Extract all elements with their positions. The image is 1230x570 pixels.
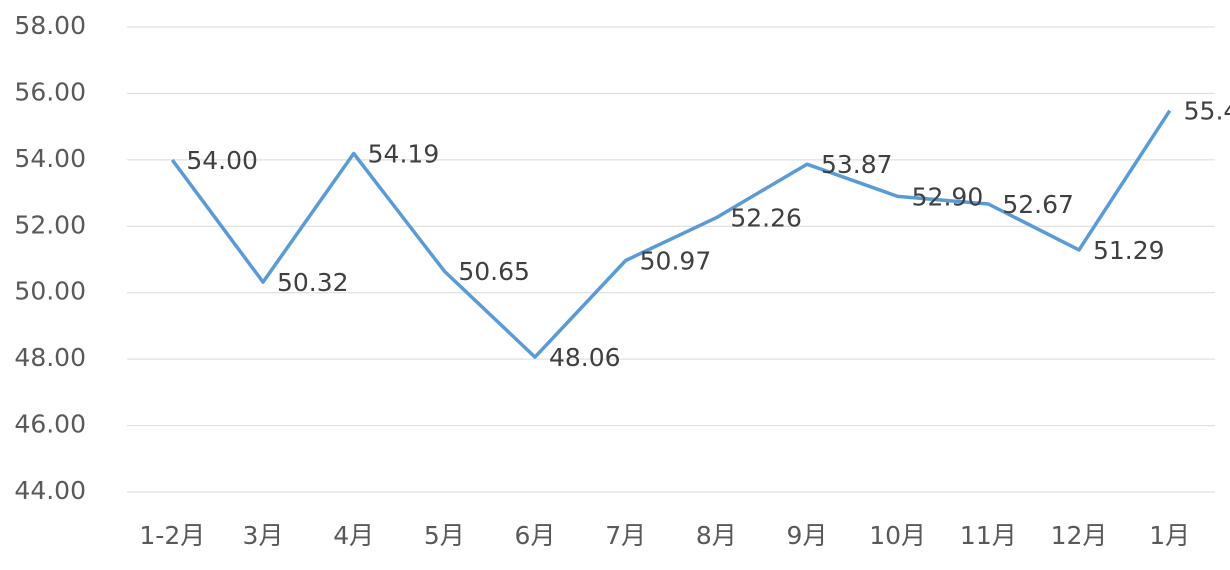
x-tick-label: 11月 [960, 521, 1017, 550]
data-label: 50.32 [277, 268, 349, 297]
data-label: 48.06 [549, 343, 621, 372]
data-label: 50.97 [640, 246, 712, 275]
line [170, 109, 1172, 359]
x-tick-label: 6月 [515, 521, 556, 550]
x-tick-label: 10月 [869, 521, 926, 550]
x-tick-label: 12月 [1051, 521, 1108, 550]
x-tick-label: 8月 [696, 521, 737, 550]
data-label: 50.65 [458, 257, 530, 286]
data-label: 54.19 [368, 140, 440, 169]
data-label: 52.26 [730, 204, 802, 233]
x-tick-label: 7月 [605, 521, 646, 550]
y-tick-label: 48.00 [14, 343, 86, 372]
data-label: 54.00 [186, 146, 258, 175]
y-tick-label: 52.00 [14, 210, 86, 239]
data-label: 51.29 [1093, 236, 1165, 265]
data-label: 53.87 [821, 150, 893, 179]
data-label: 55.48 [1184, 97, 1230, 126]
y-tick-label: 54.00 [14, 144, 86, 173]
data-label: 52.67 [1002, 190, 1074, 219]
x-tick-label: 5月 [424, 521, 465, 550]
x-tick-label: 1-2月 [139, 521, 205, 550]
y-tick-label: 46.00 [14, 410, 86, 439]
y-tick-label: 58.00 [14, 11, 86, 40]
x-tick-label: 9月 [787, 521, 828, 550]
y-tick-label: 50.00 [14, 277, 86, 306]
x-tick-label: 4月 [333, 521, 374, 550]
x-tick-label: 1月 [1149, 521, 1190, 550]
y-tick-label: 44.00 [14, 476, 86, 505]
x-tick-label: 3月 [243, 521, 284, 550]
y-tick-label: 56.00 [14, 77, 86, 106]
data-label: 52.90 [912, 182, 984, 211]
